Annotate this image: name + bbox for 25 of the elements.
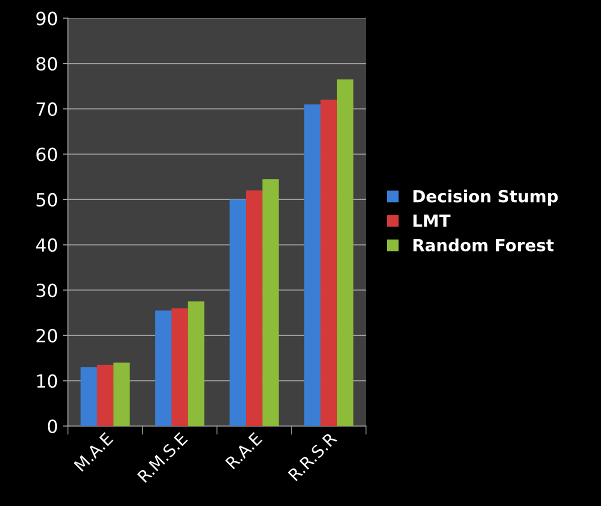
y-tick-label: 10	[37, 374, 57, 388]
y-tick-label: 0	[48, 420, 57, 434]
y-tick-label: 30	[36, 284, 57, 298]
y-tick-label: 40	[36, 238, 57, 252]
y-tick-label: 50	[36, 192, 57, 207]
bar	[320, 100, 337, 426]
bar	[336, 79, 354, 426]
bar	[262, 179, 279, 426]
bar	[155, 310, 172, 426]
legend-label: Decision Stump	[414, 190, 558, 206]
bar	[188, 301, 204, 426]
bar	[96, 364, 114, 426]
legend-label: Random Forest	[414, 238, 554, 252]
legend-label: LMT	[414, 214, 450, 227]
bar	[246, 190, 262, 426]
y-tick-label: 20	[36, 328, 57, 343]
bar	[113, 362, 130, 426]
bar	[304, 104, 321, 426]
bar	[230, 199, 246, 426]
bar	[80, 367, 97, 426]
bar	[172, 308, 188, 426]
y-tick-label: 70	[36, 102, 57, 116]
y-tick-label: 80	[36, 56, 57, 71]
y-tick-label: 90	[36, 12, 57, 26]
y-tick-label: 60	[36, 148, 57, 162]
